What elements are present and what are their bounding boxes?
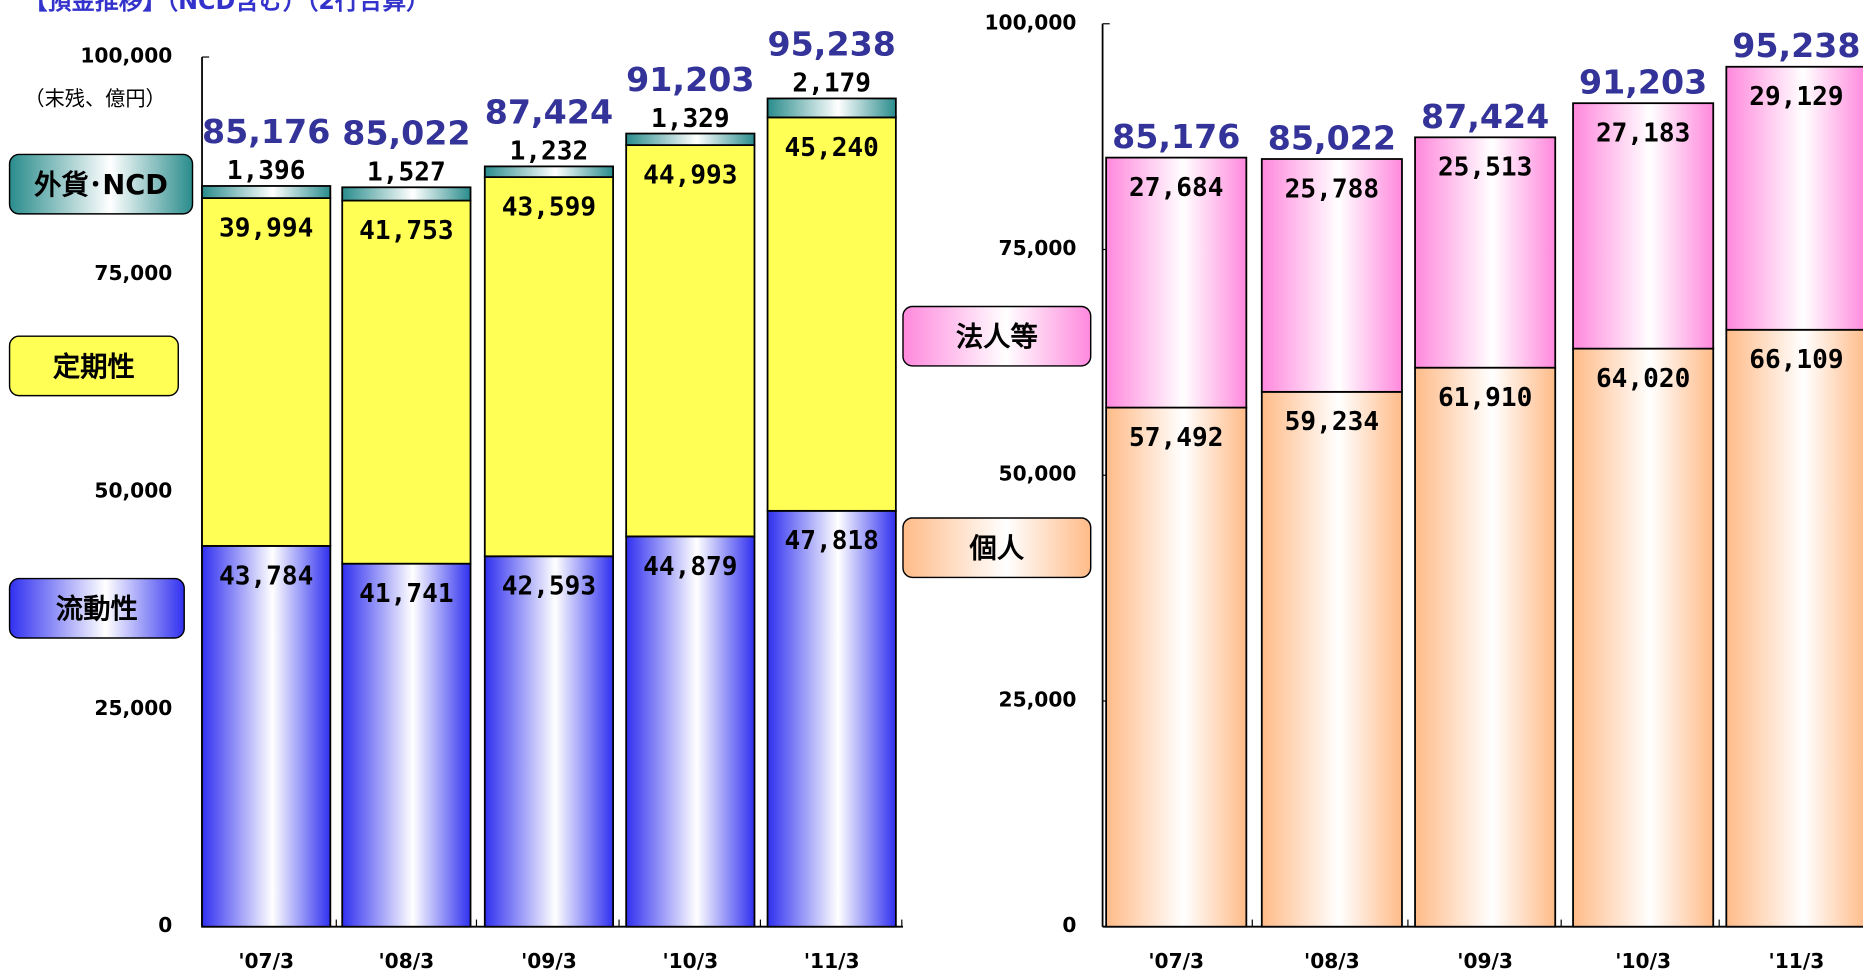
bar-segment (1260, 390, 1403, 928)
x-tick-label: '07/3 (238, 949, 294, 973)
bar-segment (1414, 136, 1557, 369)
y-tick-label: 100,000 (80, 44, 172, 68)
x-tick-label: '10/3 (1615, 949, 1671, 973)
legend-label: 外貨･NCD (34, 169, 168, 201)
y-tick-label: 75,000 (999, 236, 1077, 260)
total-label: 95,238 (768, 25, 896, 64)
bar-segment (766, 116, 897, 512)
segment-label: 66,109 (1749, 345, 1843, 375)
total-label: 85,176 (202, 112, 330, 151)
bar-segment (201, 185, 332, 199)
total-label: 91,203 (1579, 63, 1707, 102)
segment-label: 43,784 (219, 561, 313, 591)
x-tick-label: '08/3 (379, 949, 435, 973)
segment-label: 43,599 (502, 193, 596, 223)
total-label: 87,424 (1421, 97, 1549, 136)
segment-label: 25,513 (1438, 153, 1532, 183)
bar-segment (766, 509, 897, 928)
segment-label: 39,994 (219, 213, 313, 243)
bar-segment (1725, 65, 1863, 331)
bar-segment (483, 555, 614, 928)
bar-segment (201, 197, 332, 547)
bar-segment (201, 545, 332, 928)
segment-label: 41,741 (359, 579, 453, 609)
bar-segment (766, 97, 897, 119)
segment-label: 1,396 (227, 156, 306, 186)
x-tick-label: '09/3 (1457, 949, 1513, 973)
legend-box (902, 517, 1092, 579)
legend-box (8, 153, 194, 215)
legend-box (902, 305, 1092, 367)
segment-label: 47,818 (785, 526, 879, 556)
bar-segment (483, 165, 614, 179)
x-tick-label: '11/3 (1769, 949, 1825, 973)
total-label: 91,203 (626, 60, 754, 99)
bar-segment (1414, 366, 1557, 928)
legend-label: 流動性 (56, 594, 138, 625)
legend-label: 個人 (969, 534, 1025, 565)
segment-label: 57,492 (1129, 423, 1223, 453)
y-tick-label: 50,000 (999, 462, 1077, 486)
bar-segment (625, 132, 756, 146)
segment-label: 45,240 (785, 133, 879, 163)
x-tick-label: '08/3 (1304, 949, 1360, 973)
total-label: 85,022 (1268, 118, 1396, 157)
segment-label: 59,234 (1285, 407, 1379, 437)
legend-box (8, 577, 185, 639)
bar-segment (625, 144, 756, 538)
segment-label: 1,527 (367, 158, 446, 188)
segment-label: 2,179 (792, 69, 871, 99)
total-label: 95,238 (1732, 26, 1860, 65)
legend-label: 定期性 (53, 351, 135, 383)
y-tick-label: 75,000 (94, 261, 172, 285)
segment-label: 64,020 (1596, 364, 1690, 394)
y-tick-label: 50,000 (94, 478, 172, 502)
segment-label: 27,684 (1129, 173, 1223, 203)
bar-segment (1105, 406, 1248, 928)
bar-segment (483, 176, 614, 558)
segment-label: 1,232 (510, 137, 589, 167)
legend-box (8, 335, 179, 397)
unit-label: （末残、億円） (24, 86, 165, 110)
bar-segment (341, 199, 472, 565)
x-tick-label: '10/3 (662, 949, 718, 973)
bar-segment (1105, 156, 1248, 409)
bar-segment (341, 186, 472, 202)
segment-label: 27,183 (1596, 119, 1690, 149)
y-tick-label: 25,000 (999, 687, 1077, 711)
segment-label: 44,993 (643, 160, 737, 190)
total-label: 87,424 (485, 93, 613, 132)
segment-label: 42,593 (502, 572, 596, 602)
bar-segment (1260, 158, 1403, 393)
x-tick-label: '07/3 (1148, 949, 1204, 973)
bar-segment (1572, 347, 1715, 928)
bar-segment (1725, 328, 1863, 928)
total-label: 85,176 (1112, 117, 1240, 156)
x-tick-label: '11/3 (804, 949, 860, 973)
bar-segment (341, 562, 472, 928)
segment-label: 25,788 (1285, 174, 1379, 204)
total-label: 85,022 (342, 114, 470, 153)
y-tick-label: 0 (1062, 913, 1076, 937)
bar-segment (1572, 102, 1715, 350)
x-tick-label: '09/3 (521, 949, 577, 973)
segment-label: 61,910 (1438, 383, 1532, 413)
y-tick-label: 25,000 (94, 696, 172, 720)
y-tick-label: 100,000 (984, 10, 1076, 34)
y-tick-label: 0 (158, 913, 172, 937)
segment-label: 41,753 (359, 216, 453, 246)
title: 【預金推移】（NCD含む）（2行合算） (24, 0, 430, 15)
bar-segment (625, 535, 756, 928)
segment-label: 29,129 (1749, 82, 1843, 112)
legend-label: 法人等 (956, 321, 1038, 353)
segment-label: 1,329 (651, 104, 730, 134)
segment-label: 44,879 (643, 552, 737, 582)
